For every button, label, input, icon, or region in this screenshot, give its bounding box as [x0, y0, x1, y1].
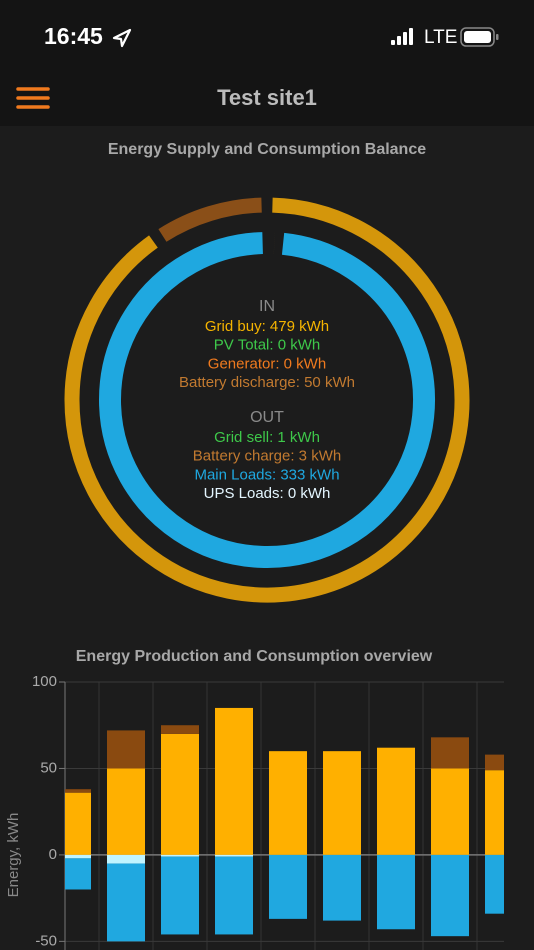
y-tick-label: -50 — [35, 932, 57, 949]
bar-segment — [215, 707, 253, 855]
bar-segment — [107, 854, 145, 864]
bar-segment — [107, 730, 145, 769]
ring-heading: IN — [259, 298, 275, 315]
menu-button[interactable] — [16, 87, 50, 109]
battery-icon — [460, 27, 499, 47]
ring-segment — [64, 197, 470, 603]
y-axis-label: Energy, kWh — [5, 813, 22, 898]
ring-heading: OUT — [250, 409, 284, 426]
bar-segment — [269, 854, 307, 919]
value-label: Main Loads: 333 kWh — [194, 466, 339, 483]
network-type: LTE — [424, 27, 457, 48]
bar-segment — [65, 854, 91, 859]
bar-segment — [431, 854, 469, 937]
status-time: 16:45 — [44, 23, 103, 49]
header-title: Test site1 — [217, 85, 317, 110]
ring-segment — [99, 232, 435, 568]
location-icon — [112, 28, 132, 48]
bar-segment — [161, 854, 199, 857]
bar-segment — [161, 725, 199, 734]
bar-segment — [377, 854, 415, 930]
bar-segment — [107, 863, 145, 942]
bar-segment — [485, 754, 504, 771]
value-label: Grid buy: 479 kWh — [205, 318, 329, 335]
value-label: Grid sell: 1 kWh — [214, 429, 320, 446]
bar-segment — [107, 768, 145, 855]
bar-segment — [431, 737, 469, 769]
bar-segment — [323, 751, 361, 855]
value-label: UPS Loads: 0 kWh — [204, 485, 331, 502]
chart-title: Energy Production and Consumption overvi… — [76, 648, 433, 665]
bar-segment — [485, 770, 504, 855]
bar-segment — [485, 854, 504, 914]
value-label: Battery discharge: 50 kWh — [179, 374, 355, 391]
bars — [65, 707, 504, 942]
chart-title: Energy Supply and Consumption Balance — [108, 141, 426, 158]
bar-segment — [323, 854, 361, 921]
y-tick-label: 0 — [49, 846, 57, 863]
bar-segment — [161, 733, 199, 855]
value-label: Battery charge: 3 kWh — [193, 448, 341, 465]
ring-segment — [158, 197, 262, 242]
bar-segment — [269, 751, 307, 855]
value-label: Generator: 0 kWh — [208, 355, 326, 372]
value-label: PV Total: 0 kWh — [214, 337, 320, 354]
bar-segment — [431, 768, 469, 855]
header-bg — [0, 0, 534, 126]
bar-segment — [215, 856, 253, 935]
bar-segment — [161, 856, 199, 935]
bar-segment — [65, 858, 91, 890]
y-tick-label: 50 — [40, 759, 57, 776]
bar-segment — [65, 789, 91, 793]
bar-segment — [377, 747, 415, 855]
bar-segment — [65, 792, 91, 855]
signal-icon — [391, 28, 413, 45]
bar-segment — [215, 854, 253, 857]
y-tick-label: 100 — [32, 673, 57, 690]
